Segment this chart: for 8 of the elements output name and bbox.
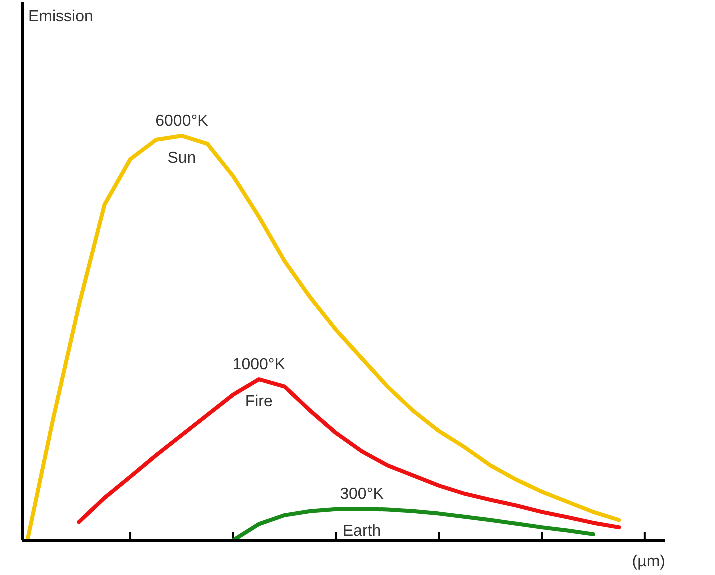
text: 6000°K: [156, 112, 209, 130]
series-label: Sun: [168, 150, 196, 167]
text: Emission: [28, 8, 94, 26]
series-label: Earth: [342, 522, 382, 540]
x-axis-title: (µm): [632, 554, 666, 570]
annotation: 300°K: [340, 486, 384, 503]
series-label: Fire: [245, 394, 274, 411]
annotation: 1000°K: [232, 356, 286, 374]
